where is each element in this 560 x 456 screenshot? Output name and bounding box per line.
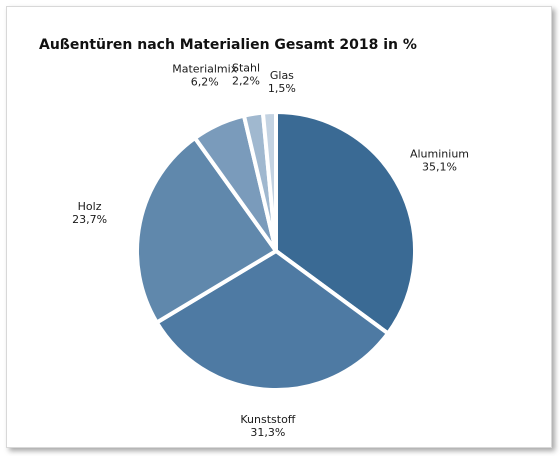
slice-label-materialmix: Materialmix <box>172 62 237 75</box>
slice-label-stahl: Stahl <box>232 61 260 74</box>
pie-slice-kunststoff <box>154 249 390 392</box>
slice-label-aluminium: Aluminium <box>410 147 469 160</box>
slice-value-glas: 1,5% <box>268 82 296 95</box>
slice-value-kunststoff: 31,3% <box>250 426 285 439</box>
slice-value-aluminium: 35,1% <box>422 160 457 173</box>
slice-value-holz: 23,7% <box>72 213 107 226</box>
chart-title: Außentüren nach Materialien Gesamt 2018 … <box>39 37 417 53</box>
pie-slice-holz <box>135 136 278 325</box>
slice-value-materialmix: 6,2% <box>191 75 219 88</box>
slice-value-stahl: 2,2% <box>232 74 260 87</box>
pie-slice-glas <box>260 110 278 253</box>
pie-slice-aluminium <box>274 110 417 336</box>
slice-label-glas: Glas <box>270 69 294 82</box>
slice-label-kunststoff: Kunststoff <box>240 413 295 426</box>
slice-label-holz: Holz <box>78 200 102 213</box>
